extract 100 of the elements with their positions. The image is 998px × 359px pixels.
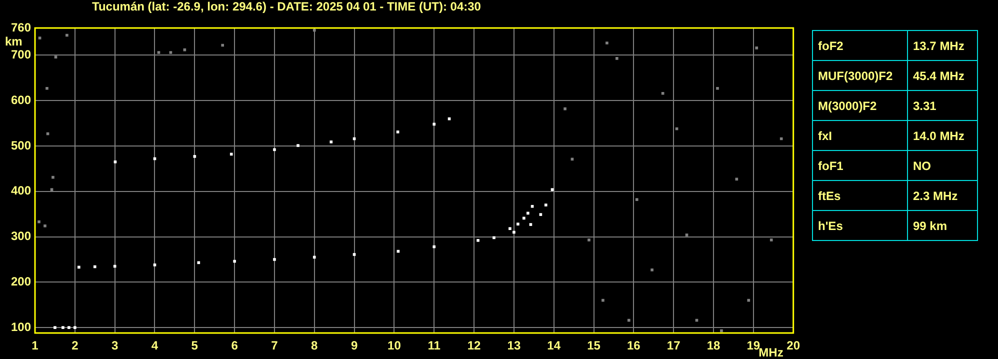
point (44, 224, 46, 228)
x-tick-label: 20 (786, 338, 800, 353)
y-tick-label: 500 (10, 138, 32, 152)
text: NO (908, 150, 978, 180)
point (747, 298, 750, 302)
point (606, 42, 608, 44)
text: foF2 (812, 30, 908, 60)
x-tick-label: 15 (587, 338, 601, 353)
point (635, 198, 638, 201)
x-tick-label: 14 (547, 338, 561, 353)
point (550, 188, 554, 191)
x-tick-label: 8 (311, 338, 318, 353)
point (627, 318, 630, 322)
point (330, 140, 333, 144)
point (296, 144, 300, 147)
point (38, 36, 42, 40)
x-tick-label: 16 (627, 338, 641, 353)
text: fxI (812, 120, 908, 150)
point (522, 216, 526, 220)
point (512, 230, 516, 234)
x-tick-label: 13 (507, 338, 521, 353)
y-tick-label: 700 (10, 48, 32, 62)
point (66, 34, 68, 37)
point (530, 204, 534, 208)
x-tick-label: 10 (388, 338, 402, 353)
point (544, 204, 548, 206)
point (273, 148, 276, 152)
x-tick-label: 18 (706, 338, 720, 353)
point (492, 236, 496, 240)
text: 99 km (908, 210, 978, 240)
point (476, 238, 480, 242)
text: h'Es (812, 210, 908, 240)
point (650, 268, 654, 272)
text: 14.0 MHz (908, 120, 978, 150)
y-tick-label: 400 (10, 184, 32, 198)
point (74, 326, 76, 329)
point (153, 264, 156, 266)
point (396, 130, 400, 134)
point (735, 178, 738, 181)
point (516, 222, 520, 226)
x-tick-label: 5 (191, 338, 198, 353)
x-tick-label: 19 (746, 338, 760, 353)
point (77, 266, 80, 269)
point (62, 326, 64, 329)
point (68, 326, 70, 329)
point (169, 51, 172, 54)
point (221, 44, 224, 47)
y-tick-label: 200 (10, 274, 32, 288)
y-tick-label: 600 (10, 92, 32, 107)
point (770, 238, 773, 242)
text: 2.3 MHz (908, 180, 978, 210)
point (685, 234, 688, 236)
point (564, 107, 566, 110)
point (432, 245, 436, 248)
point (93, 265, 96, 268)
point (54, 56, 58, 58)
text: 45.4 MHz (908, 60, 978, 90)
y-axis-title: km (5, 34, 22, 48)
point (755, 46, 758, 50)
point (193, 155, 196, 158)
text: 13.7 MHz (908, 30, 978, 60)
point (352, 253, 356, 256)
point (616, 56, 618, 60)
x-tick-label: 7 (271, 338, 278, 353)
text: MUF(3000)F2 (812, 60, 908, 90)
point (780, 137, 783, 140)
point (661, 92, 664, 95)
point (157, 51, 160, 54)
x-tick-label: 4 (151, 338, 158, 353)
point (273, 258, 276, 261)
y-tick-label: 100 (10, 320, 32, 334)
point (233, 260, 236, 263)
point (197, 261, 200, 264)
text: M(3000)F2 (812, 90, 908, 120)
x-tick-label: 11 (428, 338, 441, 353)
x-tick-label: 12 (467, 338, 482, 353)
text: ftEs (812, 180, 908, 210)
point (720, 329, 723, 332)
point (46, 86, 48, 90)
point (529, 223, 532, 226)
point (312, 28, 316, 32)
point (539, 213, 542, 216)
y-tick-label: 760 (10, 20, 32, 34)
x-axis-title: MHz (758, 345, 784, 359)
point (50, 188, 54, 191)
point (312, 256, 316, 259)
point (716, 86, 719, 90)
text: 3.31 (908, 90, 978, 120)
point (54, 326, 56, 329)
point (432, 122, 436, 126)
point (602, 298, 604, 302)
y-tick-label: 300 (10, 229, 32, 244)
x-tick-label: 2 (72, 338, 79, 353)
point (526, 212, 530, 215)
x-tick-label: 6 (231, 338, 238, 353)
chart-title: Tucumán (lat: -26.9, lon: 294.6) - DATE: 2025 04 01 - TIME (UT): 04:30 (92, 0, 482, 14)
point (52, 176, 54, 179)
point (230, 152, 233, 156)
x-tick-label: 1 (32, 338, 39, 353)
x-tick-label: 17 (666, 338, 681, 353)
